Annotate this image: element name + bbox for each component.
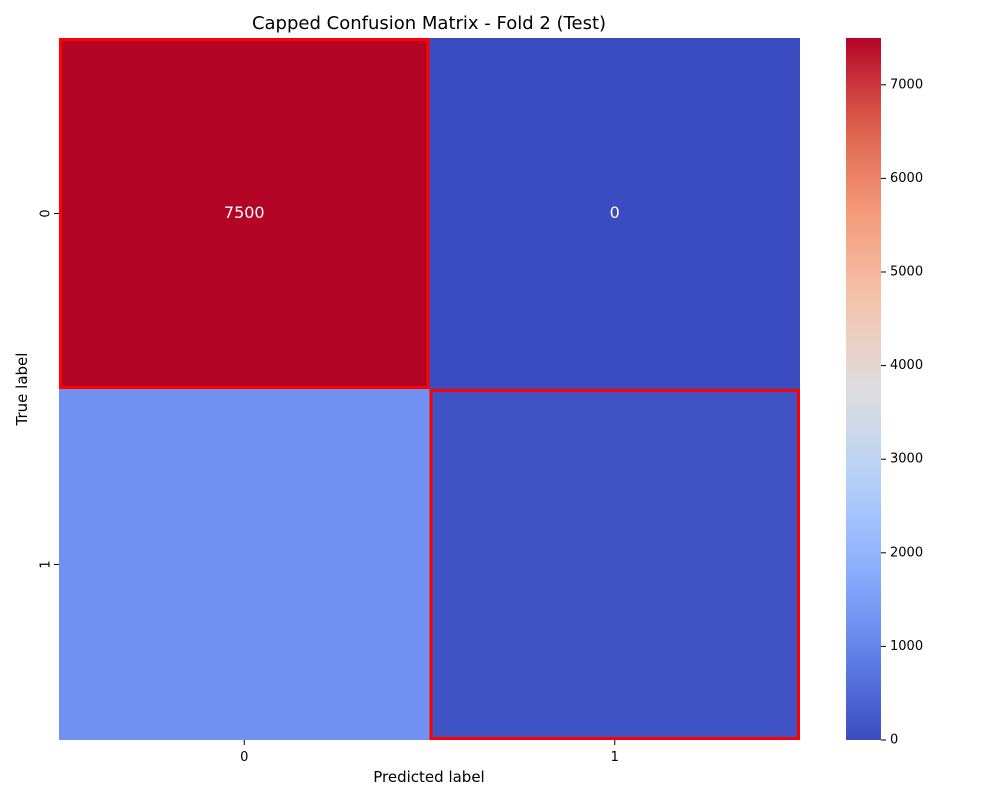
x-axis-label: Predicted label [373, 768, 484, 786]
colorbar-tick-label: 5000 [890, 265, 923, 280]
y-axis-ticks: 01 [39, 209, 59, 569]
heatmap-cell-1-0 [59, 389, 430, 740]
chart-title: Capped Confusion Matrix - Fold 2 (Test) [252, 13, 606, 34]
x-tick-label: 1 [611, 750, 619, 765]
cell-annotation-0-1: 0 [610, 203, 620, 222]
highlight-border-0-0 [59, 38, 430, 389]
y-tick-label: 1 [39, 560, 54, 568]
highlight-borders [59, 38, 800, 740]
highlight-border-1-1 [429, 389, 800, 740]
colorbar [846, 38, 881, 740]
colorbar-tick-label: 3000 [890, 452, 923, 467]
colorbar-tick-label: 6000 [890, 171, 923, 186]
colorbar-tick-label: 0 [890, 733, 898, 748]
y-tick-label: 0 [39, 209, 54, 217]
cell-annotations: 7500 0 [224, 203, 620, 222]
heatmap-cell-1-1 [429, 389, 800, 740]
heatmap-cells [59, 38, 800, 740]
colorbar-ticks: 0 1000 2000 3000 4000 5000 6000 7000 [881, 77, 923, 748]
x-tick-label: 0 [240, 750, 248, 765]
colorbar-tick-label: 4000 [890, 358, 923, 373]
y-axis-label: True label [13, 353, 31, 427]
heatmap-cell-0-1 [429, 38, 800, 389]
colorbar-tick-label: 7000 [890, 77, 923, 92]
colorbar-tick-label: 1000 [890, 639, 923, 654]
cell-annotation-0-0: 7500 [224, 203, 265, 222]
heatmap-cell-0-0 [59, 38, 430, 389]
colorbar-tick-label: 2000 [890, 545, 923, 560]
